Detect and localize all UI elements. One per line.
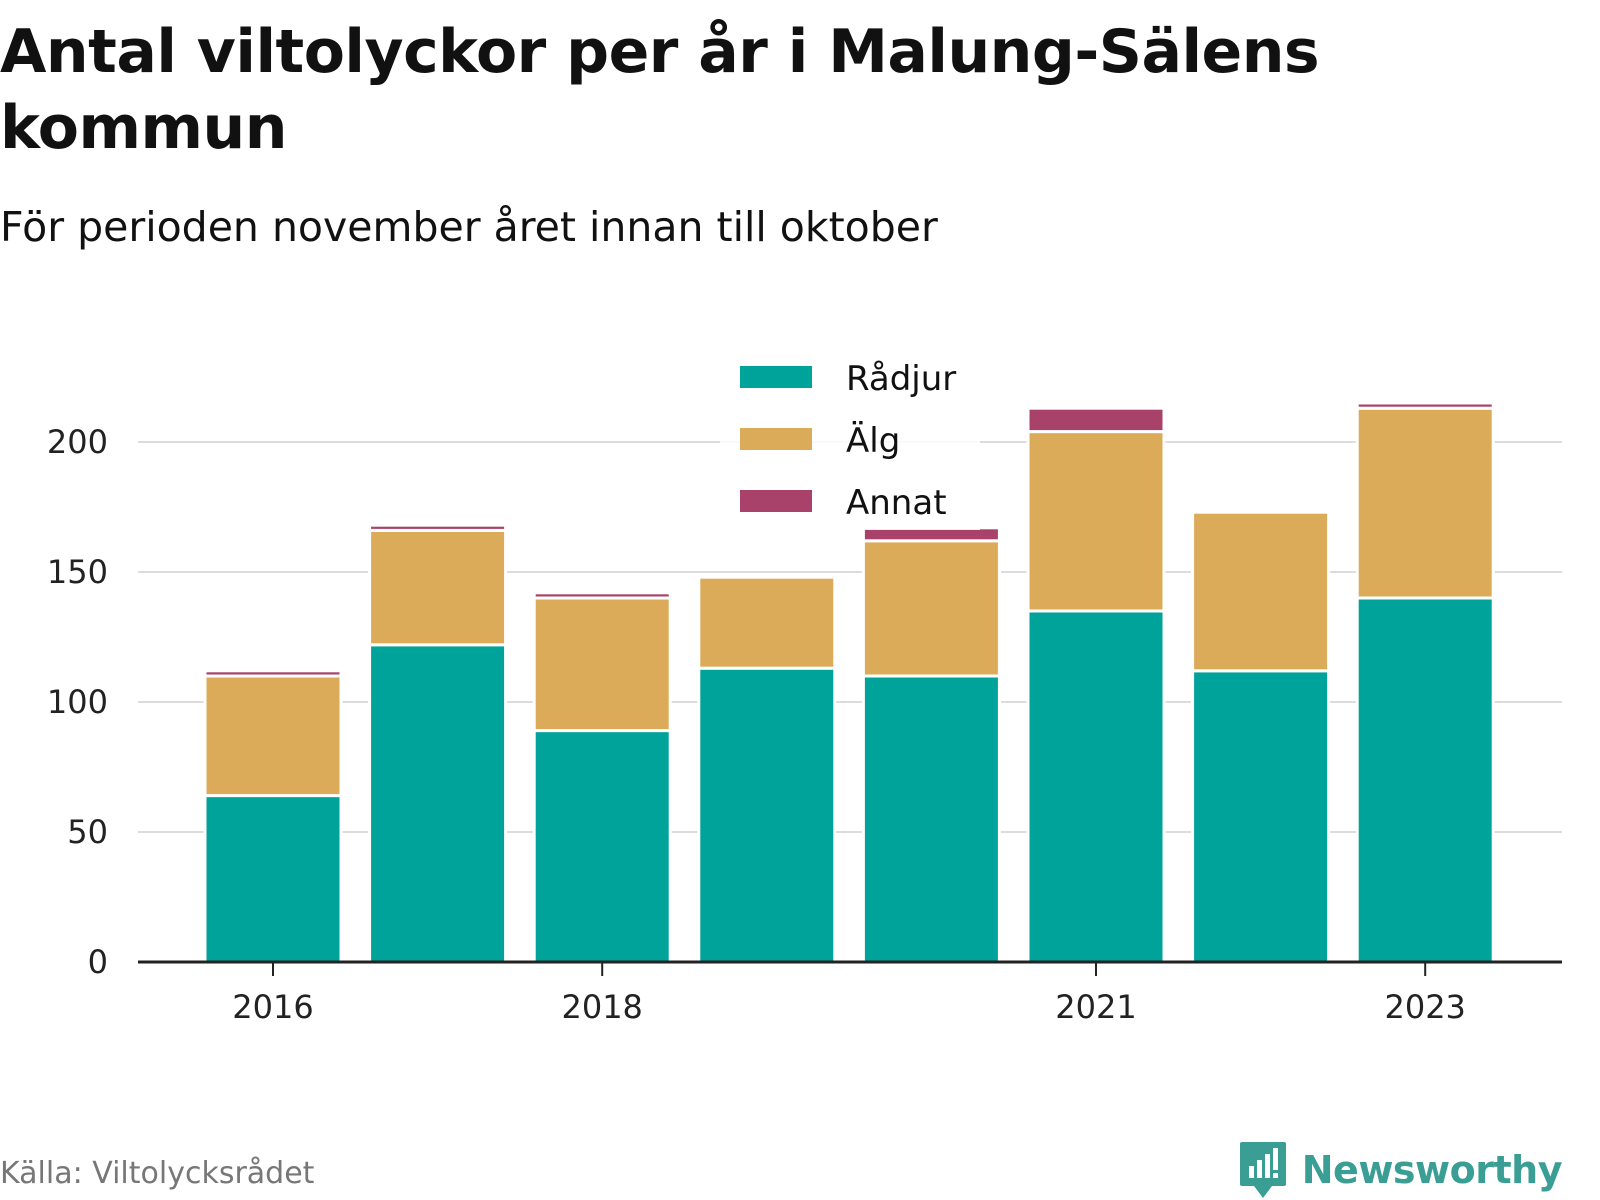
- bar-Rådjur-2018: [532, 729, 672, 964]
- bar-Älg-2023: [1355, 406, 1495, 600]
- y-tick-label: 50: [67, 813, 108, 851]
- bar-stack-2018: [532, 591, 672, 964]
- brand-logo: Newsworthy: [1238, 1140, 1563, 1200]
- bar-Älg-2022: [1191, 510, 1331, 673]
- brand-name: Newsworthy: [1301, 1148, 1563, 1192]
- chart-subtitle: För perioden november året innan till ok…: [0, 203, 938, 251]
- bars: [203, 401, 1495, 964]
- y-axis-ticks: 0 50 100 150 200: [47, 423, 108, 981]
- bar-Annat-2017: [368, 523, 508, 532]
- y-tick-label: 150: [47, 553, 108, 591]
- bar-Annat-2016: [203, 669, 343, 678]
- bar-Rådjur-2017: [368, 643, 508, 964]
- legend: Rådjur Älg Annat: [720, 350, 980, 530]
- legend-swatch-Älg: [740, 428, 812, 450]
- legend-label-Älg: Älg: [846, 421, 900, 461]
- bar-stack-2017: [368, 523, 508, 964]
- chart-title: Antal viltolyckor per år i Malung-Sälens…: [0, 17, 1320, 163]
- bar-Rådjur-2023: [1355, 596, 1495, 964]
- bar-Rådjur-2019: [697, 666, 837, 964]
- bar-Älg-2021: [1026, 430, 1166, 613]
- bar-stack-2021: [1026, 406, 1166, 964]
- bar-Älg-2019: [697, 575, 837, 670]
- bar-Annat-2018: [532, 591, 672, 600]
- x-tick-label: 2016: [232, 988, 313, 1026]
- bar-Älg-2020: [861, 539, 1001, 678]
- bar-stack-2023: [1355, 401, 1495, 964]
- legend-swatch-Rådjur: [740, 366, 812, 388]
- bar-stack-2020: [861, 526, 1001, 964]
- bar-stack-2019: [697, 575, 837, 964]
- bar-Älg-2016: [203, 674, 343, 798]
- x-tick-label: 2023: [1384, 988, 1465, 1026]
- newsworthy-logo-icon: [1239, 1142, 1286, 1198]
- y-tick-label: 0: [88, 943, 108, 981]
- y-tick-label: 100: [47, 683, 108, 721]
- bar-Älg-2017: [368, 528, 508, 647]
- bar-Annat-2023: [1355, 401, 1495, 410]
- bar-stack-2016: [203, 669, 343, 964]
- bar-Rådjur-2016: [203, 794, 343, 964]
- bar-stack-2022: [1191, 510, 1331, 964]
- bar-Rådjur-2021: [1026, 609, 1166, 964]
- legend-swatch-Annat: [740, 490, 812, 512]
- x-tick-label: 2021: [1055, 988, 1136, 1026]
- x-tick-label: 2018: [561, 988, 642, 1026]
- x-axis: 2016 2018 2021 2023: [138, 960, 1562, 1026]
- bar-Älg-2018: [532, 596, 672, 733]
- source-note: Källa: Viltolycksrådet: [0, 1156, 315, 1191]
- bar-Rådjur-2022: [1191, 669, 1331, 964]
- bar-Rådjur-2020: [861, 674, 1001, 964]
- bar-Annat-2021: [1026, 406, 1166, 434]
- legend-label-Rådjur: Rådjur: [846, 359, 956, 399]
- y-tick-label: 200: [47, 423, 108, 461]
- legend-label-Annat: Annat: [846, 483, 947, 523]
- stacked-bar-chart: 0 50 100 150 200 2016 2018 2021 2023 Rådjur Älg A…: [46, 350, 1562, 1026]
